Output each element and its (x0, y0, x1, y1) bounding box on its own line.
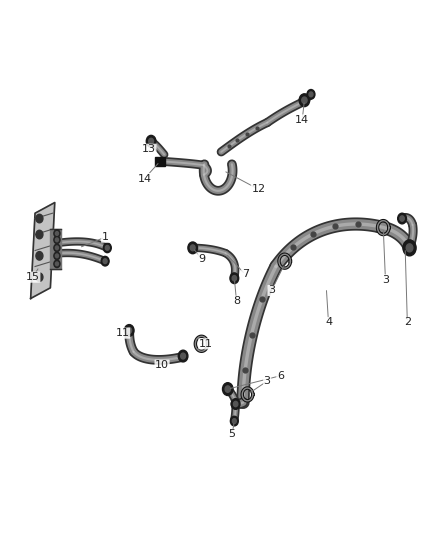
Circle shape (55, 238, 59, 241)
Circle shape (101, 256, 109, 266)
Circle shape (36, 230, 43, 239)
Circle shape (223, 383, 233, 395)
Text: 11: 11 (199, 339, 213, 349)
Circle shape (180, 353, 186, 359)
Circle shape (232, 276, 237, 281)
Circle shape (302, 97, 307, 103)
Text: 4: 4 (325, 318, 332, 327)
Text: 7: 7 (242, 270, 249, 279)
Text: 6: 6 (277, 371, 284, 381)
Circle shape (403, 240, 416, 256)
Circle shape (54, 236, 60, 244)
Text: 12: 12 (251, 184, 265, 194)
Circle shape (233, 401, 238, 407)
Circle shape (54, 230, 60, 237)
Circle shape (103, 259, 107, 264)
Circle shape (190, 245, 195, 251)
Text: 8: 8 (233, 296, 240, 306)
Text: 5: 5 (229, 430, 236, 439)
Circle shape (400, 216, 404, 221)
Circle shape (36, 214, 43, 223)
Text: 1: 1 (102, 232, 109, 242)
Text: 14: 14 (295, 115, 309, 125)
Text: 2: 2 (404, 318, 411, 327)
Text: 3: 3 (268, 286, 275, 295)
Circle shape (146, 135, 156, 147)
Text: 14: 14 (138, 174, 152, 183)
Text: 3: 3 (264, 376, 271, 386)
Text: 15: 15 (26, 272, 40, 282)
Circle shape (299, 94, 310, 107)
Bar (50, 229, 61, 269)
Text: 13: 13 (142, 144, 156, 154)
Circle shape (55, 254, 59, 257)
Circle shape (54, 244, 60, 252)
Circle shape (54, 260, 60, 268)
Circle shape (231, 399, 240, 409)
Circle shape (309, 92, 313, 97)
Polygon shape (31, 203, 55, 298)
Circle shape (406, 244, 413, 252)
Circle shape (230, 273, 239, 284)
Circle shape (232, 419, 237, 423)
Text: 3: 3 (382, 275, 389, 285)
Circle shape (105, 245, 110, 251)
Circle shape (230, 416, 238, 426)
Circle shape (103, 243, 111, 253)
Circle shape (148, 138, 153, 144)
Circle shape (55, 246, 59, 249)
Text: 11: 11 (116, 328, 130, 338)
Text: 9: 9 (198, 254, 205, 263)
Circle shape (188, 242, 198, 254)
Circle shape (55, 262, 59, 265)
Circle shape (54, 252, 60, 260)
Bar (155, 157, 165, 166)
Circle shape (124, 325, 134, 336)
Circle shape (36, 252, 43, 260)
Circle shape (127, 327, 131, 334)
Circle shape (55, 231, 59, 235)
Circle shape (398, 213, 406, 224)
Circle shape (225, 386, 230, 392)
Text: 10: 10 (155, 360, 169, 370)
Circle shape (36, 273, 43, 281)
Circle shape (178, 350, 188, 362)
Circle shape (307, 90, 315, 99)
